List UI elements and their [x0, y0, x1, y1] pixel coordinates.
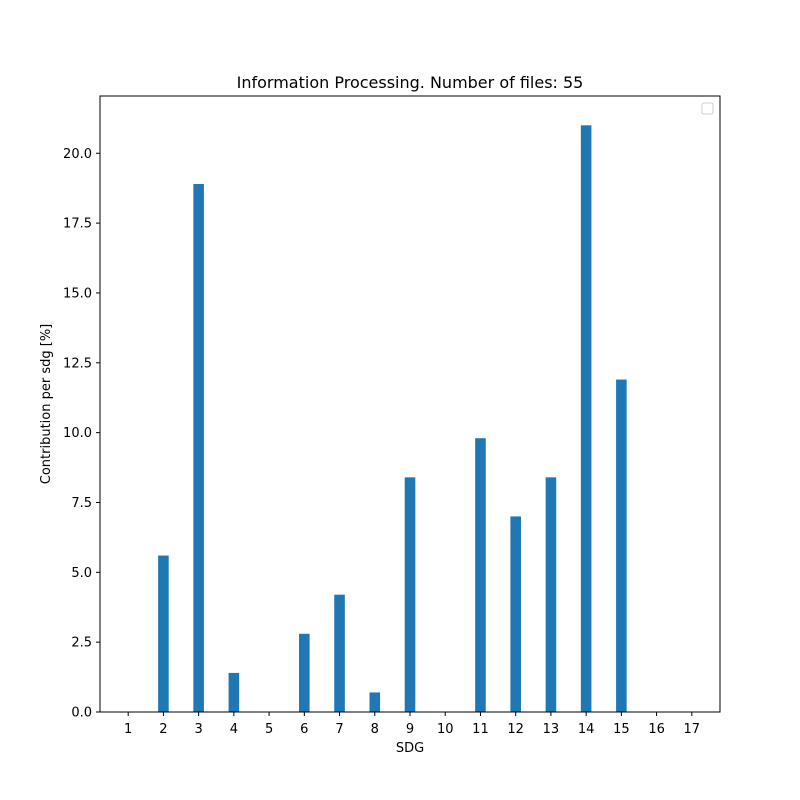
y-tick-label: 0.0: [71, 706, 92, 721]
x-tick-label: 5: [265, 722, 273, 737]
y-tick-label: 17.5: [63, 217, 92, 232]
x-tick-label: 1: [124, 722, 132, 737]
x-tick-label: 10: [437, 722, 454, 737]
y-tick-label: 12.5: [63, 356, 92, 371]
bar-sdg-9: [404, 477, 416, 712]
bar-sdg-11: [475, 438, 486, 712]
bar-sdg-3: [193, 184, 204, 712]
y-axis-ticks: 0.0 2.5 5.0 7.5 10.0 12.5 15.0 17.5 20.0: [63, 147, 100, 721]
x-tick-label: 17: [684, 722, 701, 737]
bar-sdg-14: [580, 125, 592, 712]
x-tick-label: 11: [472, 722, 489, 737]
x-tick-label: 12: [507, 722, 524, 737]
x-tick-label: 9: [406, 722, 414, 737]
x-tick-label: 3: [194, 722, 202, 737]
x-tick-label: 14: [578, 722, 595, 737]
legend-box: [701, 102, 714, 115]
bar-sdg-7: [334, 594, 345, 712]
y-tick-label: 2.5: [71, 636, 92, 651]
bar-sdg-4: [228, 672, 240, 712]
bars-group: [158, 125, 627, 712]
x-tick-label: 8: [371, 722, 379, 737]
chart-title: Information Processing. Number of files:…: [237, 73, 584, 92]
x-tick-label: 13: [543, 722, 560, 737]
x-tick-label: 16: [648, 722, 665, 737]
bar-sdg-6: [299, 633, 310, 712]
y-tick-label: 7.5: [71, 496, 92, 511]
y-axis-label: Contribution per sdg [%]: [39, 324, 54, 484]
x-tick-label: 6: [300, 722, 308, 737]
y-tick-label: 5.0: [71, 566, 92, 581]
y-tick-label: 15.0: [63, 286, 92, 301]
x-tick-label: 4: [230, 722, 238, 737]
x-axis-label: SDG: [396, 741, 424, 756]
bar-sdg-15: [616, 379, 627, 712]
y-tick-label: 10.0: [63, 426, 92, 441]
x-tick-label: 2: [159, 722, 167, 737]
bar-sdg-8: [369, 692, 381, 712]
x-axis-ticks: 1 2 3 4 5 6 7 8 9 10 11 12 13 14 15 16 17: [124, 712, 700, 737]
bar-sdg-2: [158, 555, 169, 712]
y-tick-label: 20.0: [63, 147, 92, 162]
bar-sdg-12: [510, 516, 521, 712]
bar-sdg-13: [545, 477, 557, 712]
x-tick-label: 15: [613, 722, 630, 737]
plot-frame: [99, 95, 721, 713]
x-tick-label: 7: [335, 722, 343, 737]
